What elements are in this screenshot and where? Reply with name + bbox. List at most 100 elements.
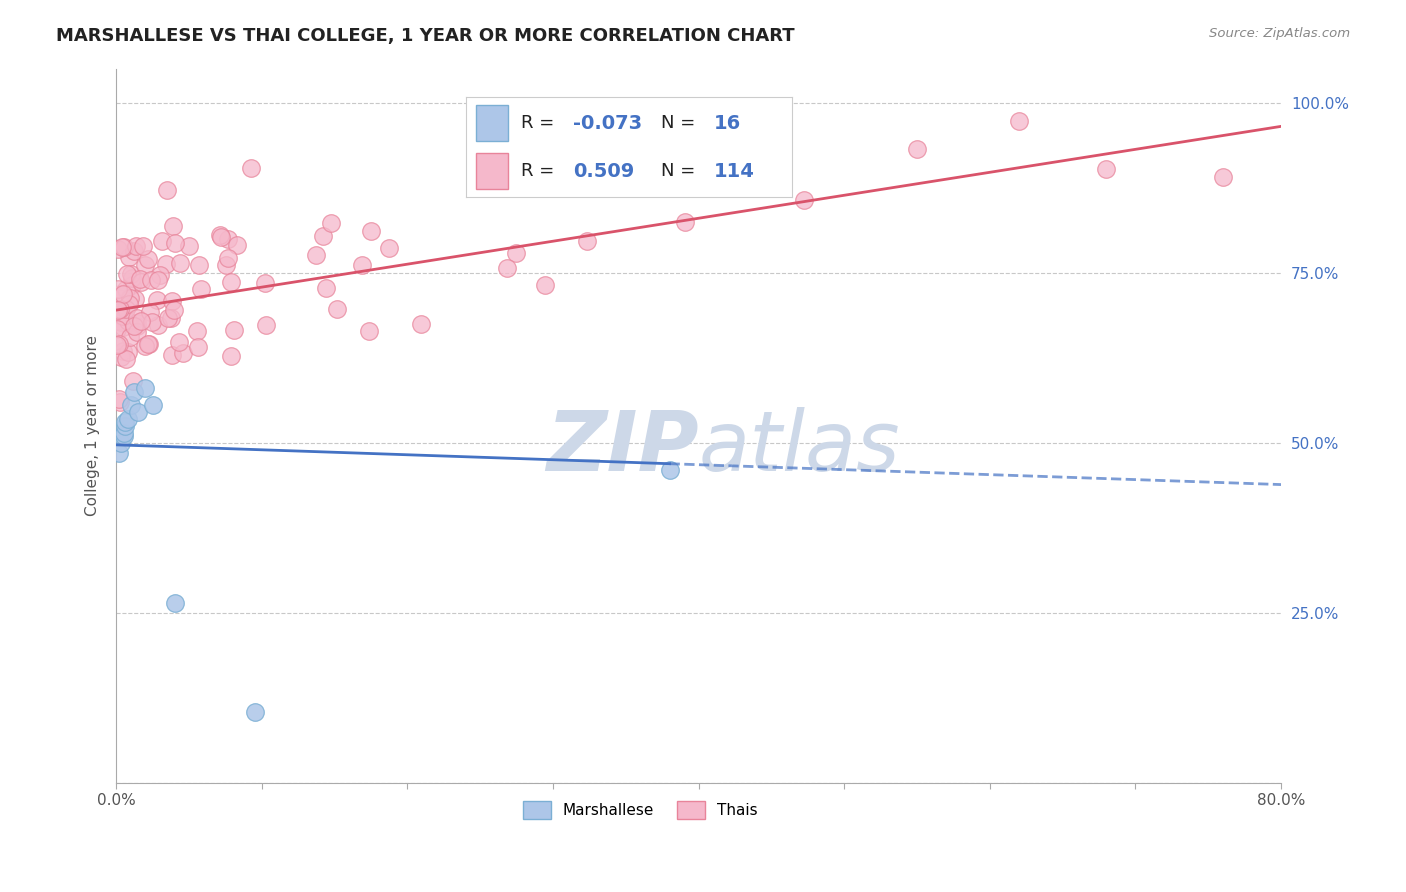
Point — [155, 256, 177, 270]
Point — [132, 238, 155, 252]
Point — [167, 335, 190, 350]
Point — [139, 273, 162, 287]
Point — [136, 337, 159, 351]
Point — [125, 238, 148, 252]
Point — [326, 302, 349, 317]
Point — [117, 314, 139, 328]
Point — [122, 384, 145, 399]
Legend: Marshallese, Thais: Marshallese, Thais — [517, 795, 763, 825]
Point — [127, 316, 149, 330]
Point — [108, 291, 131, 305]
Point — [1008, 114, 1031, 128]
Point — [111, 343, 134, 358]
Point — [169, 255, 191, 269]
Point — [111, 240, 134, 254]
Text: ZIP: ZIP — [546, 407, 699, 488]
Point — [217, 232, 239, 246]
Point — [305, 248, 328, 262]
Point — [112, 240, 135, 254]
Point — [110, 287, 132, 301]
Point — [217, 252, 239, 266]
Point — [150, 234, 173, 248]
Point — [115, 267, 138, 281]
Point — [209, 230, 232, 244]
Point — [114, 282, 136, 296]
Point — [127, 405, 149, 419]
Point — [496, 261, 519, 276]
Point — [117, 412, 139, 426]
Point — [128, 272, 150, 286]
Point — [350, 258, 373, 272]
Point — [226, 237, 249, 252]
Point — [312, 228, 335, 243]
Point — [146, 273, 169, 287]
Point — [658, 463, 681, 477]
Point — [112, 425, 135, 440]
Point — [115, 352, 138, 367]
Point — [138, 336, 160, 351]
Point — [505, 246, 527, 260]
Point — [240, 161, 263, 175]
Point — [111, 429, 134, 443]
Point — [114, 311, 136, 326]
Point — [360, 224, 382, 238]
Point — [163, 596, 186, 610]
Point — [256, 318, 278, 332]
Point — [149, 268, 172, 282]
Point — [156, 183, 179, 197]
Point — [359, 324, 381, 338]
Point — [162, 293, 184, 308]
Point — [141, 315, 163, 329]
Point — [190, 282, 212, 296]
Point — [319, 216, 342, 230]
Point — [120, 398, 142, 412]
Point — [108, 392, 131, 406]
Point — [219, 275, 242, 289]
Point — [118, 250, 141, 264]
Point — [146, 318, 169, 333]
Point — [1095, 162, 1118, 177]
Point — [187, 258, 209, 272]
Point — [110, 350, 132, 364]
Point — [121, 278, 143, 293]
Point — [114, 418, 136, 433]
Point — [110, 315, 132, 329]
Point — [107, 242, 129, 256]
Point — [107, 282, 129, 296]
Point — [125, 311, 148, 326]
Point — [243, 705, 266, 719]
Point — [134, 381, 156, 395]
Point — [121, 271, 143, 285]
Point — [111, 310, 134, 324]
Text: atlas: atlas — [699, 407, 900, 488]
Point — [131, 276, 153, 290]
Point — [124, 293, 146, 307]
Point — [727, 172, 749, 186]
Point — [177, 239, 200, 253]
Point — [208, 228, 231, 243]
Point — [110, 435, 132, 450]
Point — [793, 193, 815, 207]
Point — [157, 310, 180, 325]
Point — [187, 340, 209, 354]
Point — [108, 302, 131, 317]
Point — [134, 258, 156, 272]
Y-axis label: College, 1 year or more: College, 1 year or more — [86, 335, 100, 516]
Point — [122, 375, 145, 389]
Point — [108, 288, 131, 302]
Point — [108, 446, 131, 460]
Point — [619, 178, 641, 193]
Point — [253, 276, 276, 290]
Point — [163, 303, 186, 318]
Point — [533, 278, 555, 293]
Point — [105, 338, 128, 352]
Point — [138, 252, 160, 266]
Point — [139, 305, 162, 319]
Point — [163, 236, 186, 251]
Point — [125, 318, 148, 333]
Point — [186, 324, 208, 338]
Point — [124, 244, 146, 258]
Point — [219, 349, 242, 363]
Point — [118, 296, 141, 310]
Point — [315, 280, 337, 294]
